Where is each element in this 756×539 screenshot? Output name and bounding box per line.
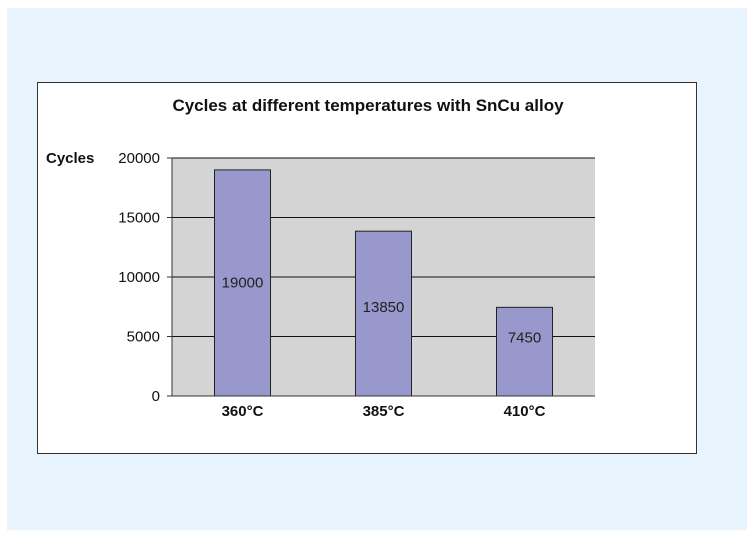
data-label: 19000 <box>222 275 264 292</box>
chart-frame: Cycles at different temperatures with Sn… <box>37 82 697 454</box>
y-axis-label: Cycles <box>46 150 94 167</box>
y-tick-label: 15000 <box>118 210 160 227</box>
y-tick-label: 20000 <box>118 150 160 167</box>
bar-chart: Cycles at different temperatures with Sn… <box>46 96 595 420</box>
x-tick-label: 360°C <box>222 403 264 420</box>
bar <box>214 169 271 397</box>
chart-title: Cycles at different temperatures with Sn… <box>172 96 564 115</box>
bar <box>496 306 553 397</box>
data-label: 13850 <box>363 299 405 316</box>
y-tick-label: 10000 <box>118 269 160 286</box>
y-tick-label: 5000 <box>127 329 160 346</box>
bar <box>355 230 412 397</box>
x-tick-label: 410°C <box>504 403 546 420</box>
data-label: 7450 <box>508 330 541 347</box>
y-tick-label: 0 <box>152 388 160 405</box>
x-tick-label: 385°C <box>363 403 405 420</box>
